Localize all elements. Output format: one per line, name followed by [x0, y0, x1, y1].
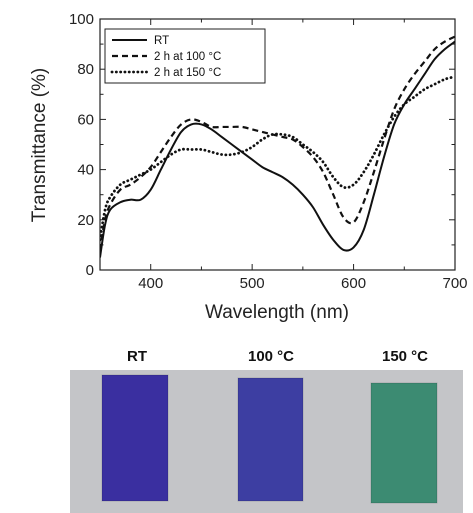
x-tick-label: 400	[138, 275, 163, 292]
series-line-3	[100, 75, 455, 242]
sample-photo	[70, 370, 463, 513]
series-layer	[100, 35, 455, 258]
sample-labels: RT 100 °C 150 °C	[127, 348, 428, 365]
sample-strip-edge-1	[101, 374, 169, 502]
x-tick-label: 500	[240, 275, 265, 292]
x-axis-title: Wavelength (nm)	[205, 302, 349, 323]
y-tick-label: 0	[86, 262, 94, 279]
axis-ticks: 400 500 600 700 0 20 40 60 80 100	[69, 11, 468, 292]
sample-strip-2	[238, 378, 303, 501]
sample-strip-1	[102, 375, 168, 501]
legend-label-3: 2 h at 150 °C	[154, 67, 221, 79]
sample-label-1: RT	[127, 348, 147, 365]
legend-label-1: RT	[154, 35, 169, 47]
legend: RT 2 h at 100 °C 2 h at 150 °C	[104, 28, 266, 84]
sample-strip-edge-2	[237, 377, 304, 502]
transmittance-chart: 400 500 600 700 0 20 40 60 80 100 Wavelength (nm)…	[29, 11, 468, 323]
legend-label-2: 2 h at 100 °C	[154, 51, 221, 63]
sample-strip-3	[371, 383, 437, 503]
sample-label-2: 100 °C	[248, 348, 294, 365]
x-tick-label: 600	[341, 275, 366, 292]
sample-label-3: 150 °C	[382, 348, 428, 365]
sample-strips	[101, 374, 438, 504]
y-tick-label: 100	[69, 11, 94, 28]
y-tick-label: 80	[77, 61, 94, 78]
x-tick-label: 700	[442, 275, 467, 292]
y-tick-label: 20	[77, 212, 94, 229]
y-tick-label: 60	[77, 111, 94, 128]
y-tick-label: 40	[77, 162, 94, 179]
legend-box	[104, 28, 266, 84]
series-line-1	[100, 40, 455, 258]
sample-strip-edge-3	[370, 382, 438, 504]
y-axis-title: Transmittance (%)	[29, 68, 50, 223]
